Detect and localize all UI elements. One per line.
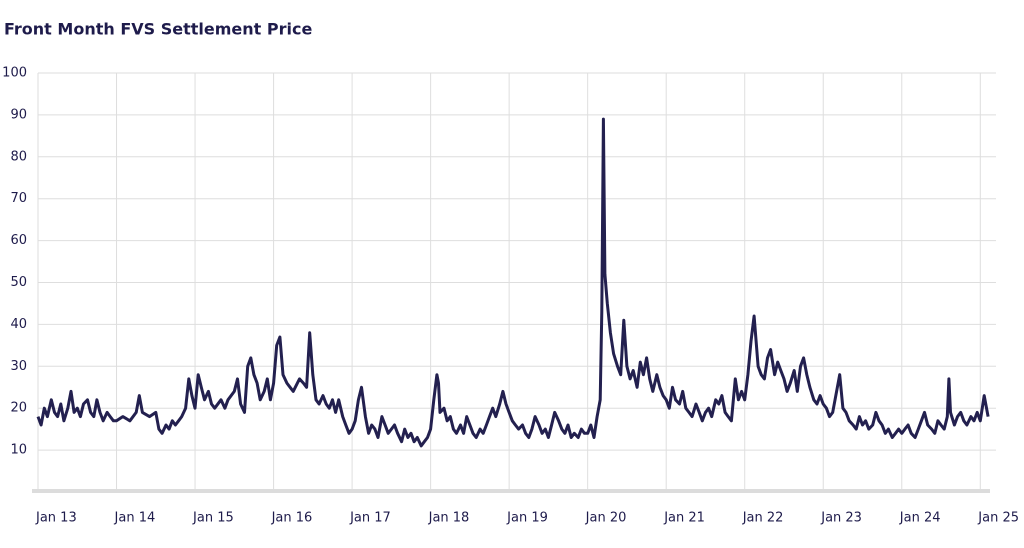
x-tick-label: Jan 19 xyxy=(506,511,548,526)
y-tick-label: 40 xyxy=(10,317,27,332)
y-tick-label: 100 xyxy=(2,66,27,81)
y-tick-label: 80 xyxy=(10,149,27,164)
y-tick-label: 10 xyxy=(10,443,27,458)
x-tick-label: Jan 13 xyxy=(35,511,77,526)
x-tick-label: Jan 15 xyxy=(192,511,234,526)
x-tick-label: Jan 25 xyxy=(977,511,1019,526)
x-tick-label: Jan 18 xyxy=(428,511,470,526)
x-tick-label: Jan 20 xyxy=(585,511,627,526)
chart-title: Front Month FVS Settlement Price xyxy=(4,20,312,39)
y-tick-label: 20 xyxy=(10,401,27,416)
y-tick-label: 60 xyxy=(10,233,27,248)
x-tick-label: Jan 24 xyxy=(899,511,941,526)
x-tick-label: Jan 14 xyxy=(114,511,156,526)
line-series xyxy=(36,117,990,448)
y-tick-label: 30 xyxy=(10,359,27,374)
y-tick-label: 50 xyxy=(10,275,27,290)
y-tick-label: 90 xyxy=(10,107,27,122)
x-tick-label: Jan 23 xyxy=(820,511,862,526)
x-tick-label: Jan 16 xyxy=(271,511,313,526)
x-tick-label: Jan 17 xyxy=(349,511,391,526)
y-tick-label: 70 xyxy=(10,191,27,206)
x-tick-label: Jan 22 xyxy=(742,511,784,526)
x-tick-label: Jan 21 xyxy=(663,511,705,526)
